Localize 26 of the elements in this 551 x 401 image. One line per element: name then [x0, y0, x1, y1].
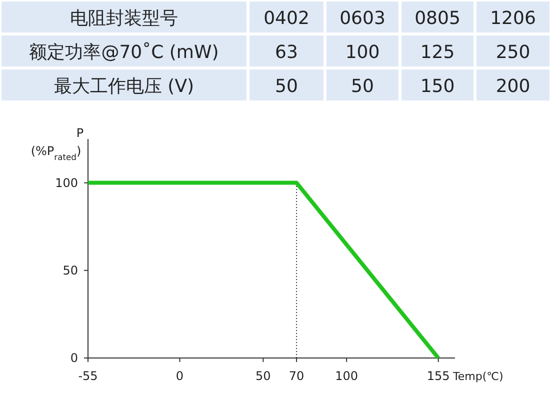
data-label: 150: [420, 76, 455, 97]
x-tick-label: -55: [78, 369, 98, 383]
category-label: 0603: [340, 8, 386, 29]
category-label: 0805: [414, 8, 460, 29]
category-label: 1206: [490, 8, 536, 29]
data-label: 125: [420, 42, 455, 63]
x-tick-label: 70: [288, 369, 304, 383]
data-label: 63: [275, 42, 298, 63]
x-axis-title: Temp(℃): [452, 370, 504, 383]
x-tick-label: 50: [256, 369, 271, 383]
text: 电阻封装型号: [70, 8, 178, 29]
y-tick-label: 50: [62, 263, 78, 278]
category-label: 0402: [264, 8, 310, 29]
x-tick-label: 0: [176, 369, 184, 383]
series-label: 额定功率@70˚C (mW): [29, 42, 219, 63]
x-tick-label: 155: [426, 369, 450, 383]
x-tick-label: 100: [335, 369, 358, 383]
text: P (%P$_{rated}$): [30, 126, 84, 162]
y-tick-label: 0: [70, 351, 78, 365]
data-label: 50: [275, 76, 298, 97]
data-label: 200: [496, 76, 530, 97]
data-label: 50: [351, 76, 374, 97]
text: 最大工作电压 (V): [54, 76, 194, 97]
y-tick-label: 100: [55, 176, 78, 190]
data-label: 250: [496, 42, 530, 63]
data-label: 100: [345, 42, 380, 63]
